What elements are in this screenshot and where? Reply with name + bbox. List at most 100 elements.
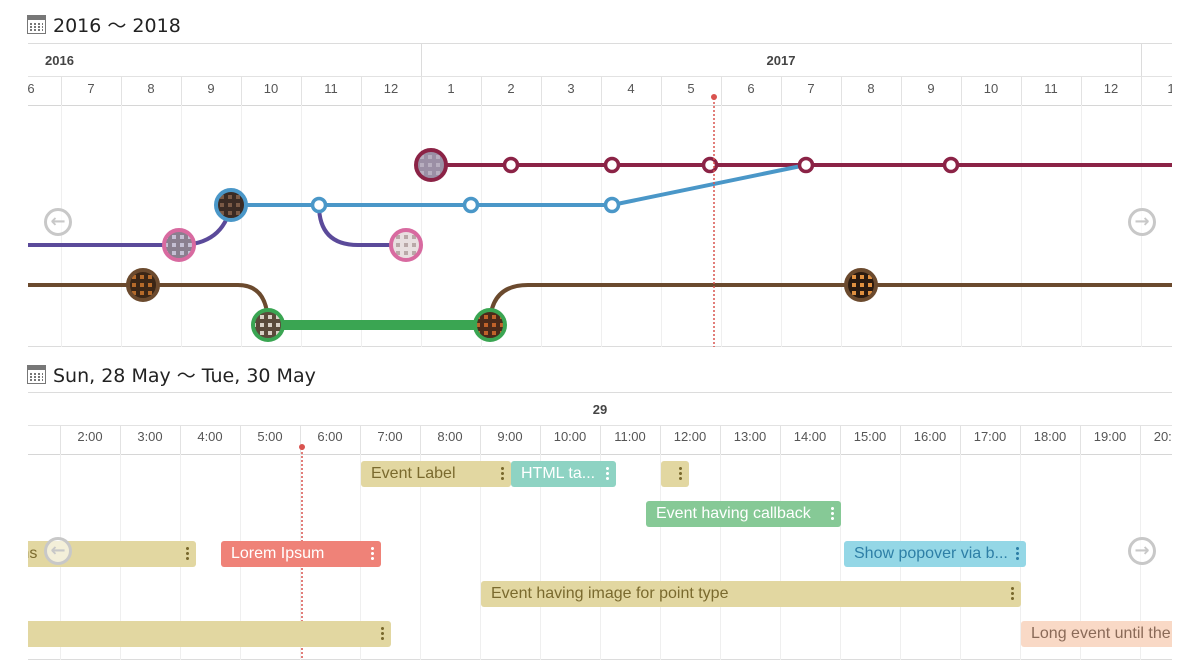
month-tick-label: 4 bbox=[627, 81, 634, 96]
timeline-event[interactable] bbox=[28, 621, 391, 647]
year-label: 2017 bbox=[767, 53, 796, 68]
month-tick-label: 10 bbox=[984, 81, 998, 96]
hour-tick-label: 9:00 bbox=[497, 429, 522, 444]
more-vertical-icon[interactable] bbox=[186, 546, 189, 562]
hour-tick-label: 13:00 bbox=[734, 429, 767, 444]
next-arrow-glyph: → bbox=[1134, 540, 1150, 561]
hour-tick-label: 19:00 bbox=[1094, 429, 1127, 444]
more-vertical-icon[interactable] bbox=[1016, 546, 1019, 562]
more-vertical-icon[interactable] bbox=[1011, 586, 1014, 602]
hour-tick-label: 6:00 bbox=[317, 429, 342, 444]
timeline-event[interactable] bbox=[661, 461, 689, 487]
more-vertical-icon[interactable] bbox=[381, 626, 384, 642]
timeline-event[interactable]: Lorem Ipsum bbox=[221, 541, 381, 567]
month-tick-label: 1 bbox=[1167, 81, 1172, 96]
hour-tick-label: 2:00 bbox=[77, 429, 102, 444]
timeline-event[interactable]: HTML ta... bbox=[511, 461, 616, 487]
image-point-brown[interactable] bbox=[844, 268, 878, 302]
timeline-2[interactable]: 2:00 3:00 4:00 5:00 6:00 7:00 8:00 9:00 10:00 11:… bbox=[28, 392, 1172, 660]
image-point-green[interactable] bbox=[251, 308, 285, 342]
timeline-2-title: Sun, 28 May 〜 Tue, 30 May bbox=[27, 360, 316, 388]
timeline-1-title-text: 2016 〜 2018 bbox=[53, 14, 181, 37]
point-crimson[interactable] bbox=[701, 156, 719, 174]
event-label: Lorem Ipsum bbox=[231, 545, 325, 562]
point-blue[interactable] bbox=[462, 196, 480, 214]
timeline-2-title-text: Sun, 28 May 〜 Tue, 30 May bbox=[53, 364, 316, 387]
calendar-icon bbox=[27, 14, 46, 34]
arrow-left-circle-icon[interactable]: ← bbox=[44, 208, 72, 236]
image-point-crimson[interactable] bbox=[414, 148, 448, 182]
month-tick-label: 8 bbox=[147, 81, 154, 96]
month-tick-label: 3 bbox=[567, 81, 574, 96]
hour-tick-label: 10:00 bbox=[554, 429, 587, 444]
month-tick-label: 7 bbox=[87, 81, 94, 96]
event-label: Show popover via b... bbox=[854, 545, 1008, 562]
point-blue[interactable] bbox=[603, 196, 621, 214]
hour-tick-label: 18:00 bbox=[1034, 429, 1067, 444]
arrow-right-circle-icon[interactable]: → bbox=[1128, 537, 1156, 565]
image-point-pink[interactable] bbox=[162, 228, 196, 262]
timeline-event[interactable]: Event having callback bbox=[646, 501, 841, 527]
event-label: ms bbox=[28, 545, 38, 562]
more-vertical-icon[interactable] bbox=[371, 546, 374, 562]
point-crimson[interactable] bbox=[603, 156, 621, 174]
image-point-blue[interactable] bbox=[214, 188, 248, 222]
hour-tick-label: 12:00 bbox=[674, 429, 707, 444]
calendar-icon bbox=[27, 364, 46, 384]
more-vertical-icon[interactable] bbox=[679, 466, 682, 482]
more-vertical-icon[interactable] bbox=[831, 506, 834, 522]
month-tick-label: 12 bbox=[1104, 81, 1118, 96]
hour-tick-label: 16:00 bbox=[914, 429, 947, 444]
prev-arrow-glyph: ← bbox=[50, 211, 66, 232]
hour-tick-label: 14:00 bbox=[794, 429, 827, 444]
month-tick-label: 11 bbox=[324, 81, 338, 96]
more-vertical-icon[interactable] bbox=[606, 466, 609, 482]
month-tick-label: 6 bbox=[28, 81, 35, 96]
more-vertical-icon[interactable] bbox=[501, 466, 504, 482]
point-crimson[interactable] bbox=[942, 156, 960, 174]
event-label: Event having image for point type bbox=[491, 585, 729, 602]
month-tick-label: 5 bbox=[687, 81, 694, 96]
month-tick-label: 6 bbox=[747, 81, 754, 96]
timeline-event[interactable]: Event Label bbox=[361, 461, 511, 487]
point-crimson[interactable] bbox=[797, 156, 815, 174]
month-tick-label: 10 bbox=[264, 81, 278, 96]
image-point-brown[interactable] bbox=[126, 268, 160, 302]
arrow-left-circle-icon[interactable]: ← bbox=[44, 537, 72, 565]
timeline-1[interactable]: 6 7 8 9 10 11 12 1 2 3 4 5 6 7 8 9 10 11 12 1 2016 2017 bbox=[28, 43, 1172, 347]
day-label: 29 bbox=[593, 402, 607, 417]
arrow-right-circle-icon[interactable]: → bbox=[1128, 208, 1156, 236]
line-brown-right bbox=[488, 283, 1172, 327]
event-label: Event having callback bbox=[656, 505, 811, 522]
image-point-green[interactable] bbox=[473, 308, 507, 342]
current-time-marker bbox=[711, 94, 717, 347]
point-crimson[interactable] bbox=[502, 156, 520, 174]
hour-tick-label: 11:00 bbox=[614, 429, 646, 444]
event-label: HTML ta... bbox=[521, 465, 596, 482]
month-tick-label: 8 bbox=[867, 81, 874, 96]
next-arrow-glyph: → bbox=[1134, 211, 1150, 232]
hour-tick-label: 5:00 bbox=[257, 429, 282, 444]
timeline-event[interactable]: Event having image for point type bbox=[481, 581, 1021, 607]
event-label: Event Label bbox=[371, 465, 456, 482]
timeline-event[interactable]: Long event until the bbox=[1021, 621, 1172, 647]
point-blue[interactable] bbox=[310, 196, 328, 214]
line-purple-branch bbox=[317, 203, 408, 247]
timeline-2-canvas: 2:00 3:00 4:00 5:00 6:00 7:00 8:00 9:00 10:00 11:… bbox=[28, 392, 1172, 660]
month-tick-label: 11 bbox=[1044, 81, 1058, 96]
hour-tick-label: 4:00 bbox=[197, 429, 222, 444]
hour-tick-label: 20:00 bbox=[1154, 429, 1172, 444]
timeline-1-title: 2016 〜 2018 bbox=[27, 10, 181, 38]
hour-tick-label: 8:00 bbox=[437, 429, 462, 444]
month-tick-label: 9 bbox=[207, 81, 214, 96]
month-tick-label: 2 bbox=[507, 81, 514, 96]
image-point-pink[interactable] bbox=[389, 228, 423, 262]
hour-tick-label: 3:00 bbox=[137, 429, 162, 444]
month-tick-label: 1 bbox=[447, 81, 454, 96]
month-tick-label: 12 bbox=[384, 81, 398, 96]
timeline-event[interactable]: Show popover via b... bbox=[844, 541, 1026, 567]
year-label: 2016 bbox=[45, 53, 74, 68]
hour-tick-label: 15:00 bbox=[854, 429, 887, 444]
month-tick-label: 9 bbox=[927, 81, 934, 96]
